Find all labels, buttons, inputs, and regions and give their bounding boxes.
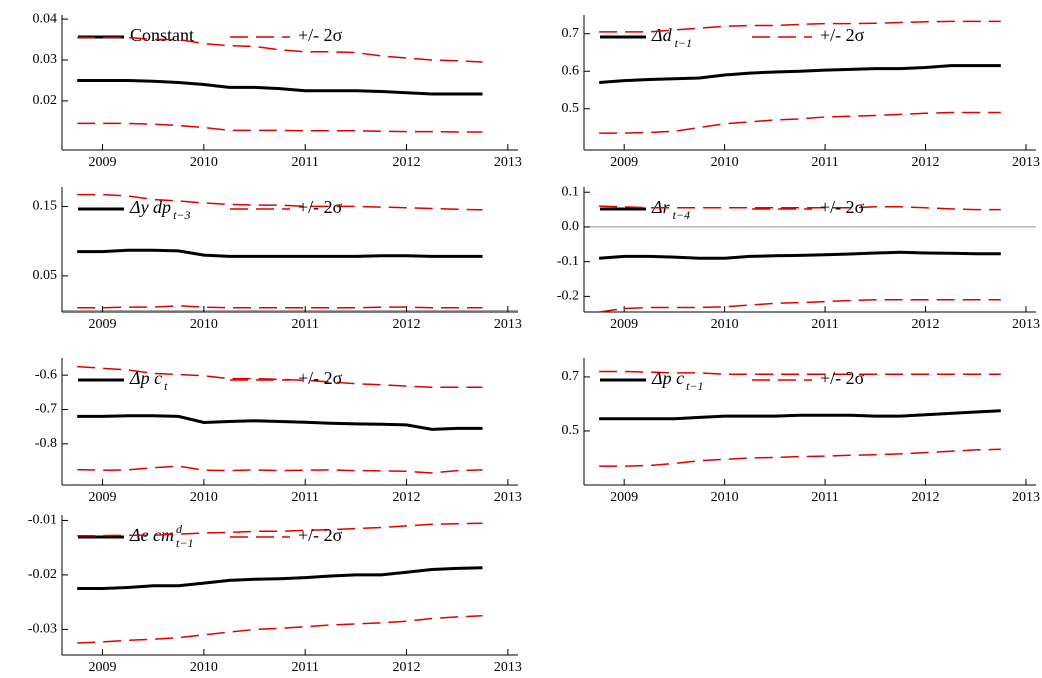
legend-label: +/- 2σ (298, 525, 343, 545)
x-tick-label: 2009 (610, 317, 638, 332)
y-tick-label: 0.7 (562, 369, 580, 384)
band-line (77, 465, 483, 474)
legend-label: Δy dp (129, 197, 171, 217)
legend-label: Δe cm (129, 525, 174, 545)
x-tick-label: 2009 (89, 490, 117, 505)
y-tick-label: -0.7 (35, 402, 57, 417)
x-tick-label: 2011 (811, 490, 838, 505)
x-tick-label: 2013 (494, 317, 522, 332)
y-tick-label: 0.0 (562, 219, 580, 234)
x-tick-label: 2011 (291, 155, 318, 170)
y-tick-label: 0.5 (562, 101, 580, 116)
band-line (77, 305, 483, 309)
x-tick-label: 2012 (393, 490, 421, 505)
legend-label: Constant (130, 25, 194, 45)
legend-label: +/- 2σ (298, 25, 343, 45)
y-tick-label: -0.1 (557, 254, 579, 269)
legend-subscript: t−1 (675, 36, 692, 50)
y-tick-label: 0.02 (33, 93, 58, 108)
legend-label: +/- 2σ (298, 368, 343, 388)
band-line (599, 370, 1001, 375)
x-tick-label: 2010 (711, 317, 739, 332)
y-tick-label: 0.04 (33, 11, 58, 26)
x-tick-label: 2013 (1012, 490, 1040, 505)
x-tick-label: 2013 (494, 660, 522, 675)
y-tick-label: -0.2 (557, 289, 579, 304)
legend-label: Δp c (651, 368, 684, 388)
x-tick-label: 2013 (494, 490, 522, 505)
x-tick-label: 2009 (89, 317, 117, 332)
x-tick-label: 2009 (610, 490, 638, 505)
estimate-line (77, 414, 483, 431)
band-line (77, 365, 483, 388)
y-tick-label: -0.6 (35, 367, 57, 382)
legend-subscript: t−3 (173, 208, 190, 222)
legend-subscript: t (164, 379, 168, 393)
x-tick-label: 2012 (912, 317, 940, 332)
legend-superscript: d (176, 522, 183, 536)
estimate-line (599, 409, 1001, 421)
legend-subscript: t−4 (673, 208, 690, 222)
x-tick-label: 2013 (1012, 155, 1040, 170)
y-tick-label: -0.01 (28, 513, 57, 528)
y-tick-label: 0.6 (562, 63, 580, 78)
x-tick-label: 2011 (291, 490, 318, 505)
x-tick-label: 2009 (610, 155, 638, 170)
x-tick-label: 2010 (190, 155, 218, 170)
x-tick-label: 2012 (393, 155, 421, 170)
x-tick-label: 2009 (89, 660, 117, 675)
y-tick-label: 0.05 (33, 268, 58, 283)
x-tick-label: 2010 (711, 490, 739, 505)
band-line (599, 205, 1001, 211)
legend-label: +/- 2σ (820, 25, 865, 45)
y-tick-label: 0.1 (562, 184, 580, 199)
x-tick-label: 2012 (393, 317, 421, 332)
legend-label: +/- 2σ (820, 368, 865, 388)
x-tick-label: 2010 (190, 317, 218, 332)
x-tick-label: 2011 (291, 660, 318, 675)
band-line (77, 615, 483, 644)
y-tick-label: -0.03 (28, 622, 57, 637)
legend-label: Δd (651, 25, 673, 45)
estimate-line (77, 79, 483, 96)
x-tick-label: 2012 (393, 660, 421, 675)
band-line (599, 20, 1001, 33)
band-line (599, 448, 1001, 467)
band-line (77, 122, 483, 133)
x-tick-label: 2010 (190, 490, 218, 505)
x-tick-label: 2013 (494, 155, 522, 170)
y-tick-label: 0.15 (33, 199, 58, 214)
x-tick-label: 2010 (711, 155, 739, 170)
legend-label: +/- 2σ (298, 197, 343, 217)
legend-label: +/- 2σ (820, 197, 865, 217)
band-line (598, 299, 1001, 313)
x-tick-label: 2011 (811, 317, 838, 332)
band-line (599, 111, 1001, 134)
band-line (77, 193, 483, 211)
estimate-line (77, 248, 483, 258)
y-tick-label: -0.8 (35, 436, 57, 451)
legend-subscript: t−1 (176, 536, 193, 550)
x-tick-label: 2011 (291, 317, 318, 332)
estimate-line (77, 566, 483, 590)
legend-label: Δp c (129, 368, 162, 388)
x-tick-label: 2012 (912, 155, 940, 170)
y-tick-label: 0.5 (562, 423, 580, 438)
y-tick-label: 0.03 (33, 52, 58, 67)
x-tick-label: 2009 (89, 155, 117, 170)
x-tick-label: 2010 (190, 660, 218, 675)
band-line (77, 36, 483, 63)
estimate-line (598, 64, 1001, 84)
band-line (77, 522, 483, 537)
estimate-line (598, 250, 1001, 260)
legend-subscript: t−1 (686, 379, 703, 393)
y-tick-label: -0.02 (28, 567, 57, 582)
x-tick-label: 2013 (1012, 317, 1040, 332)
x-tick-label: 2011 (811, 155, 838, 170)
x-tick-label: 2012 (912, 490, 940, 505)
y-tick-label: 0.7 (562, 26, 580, 41)
